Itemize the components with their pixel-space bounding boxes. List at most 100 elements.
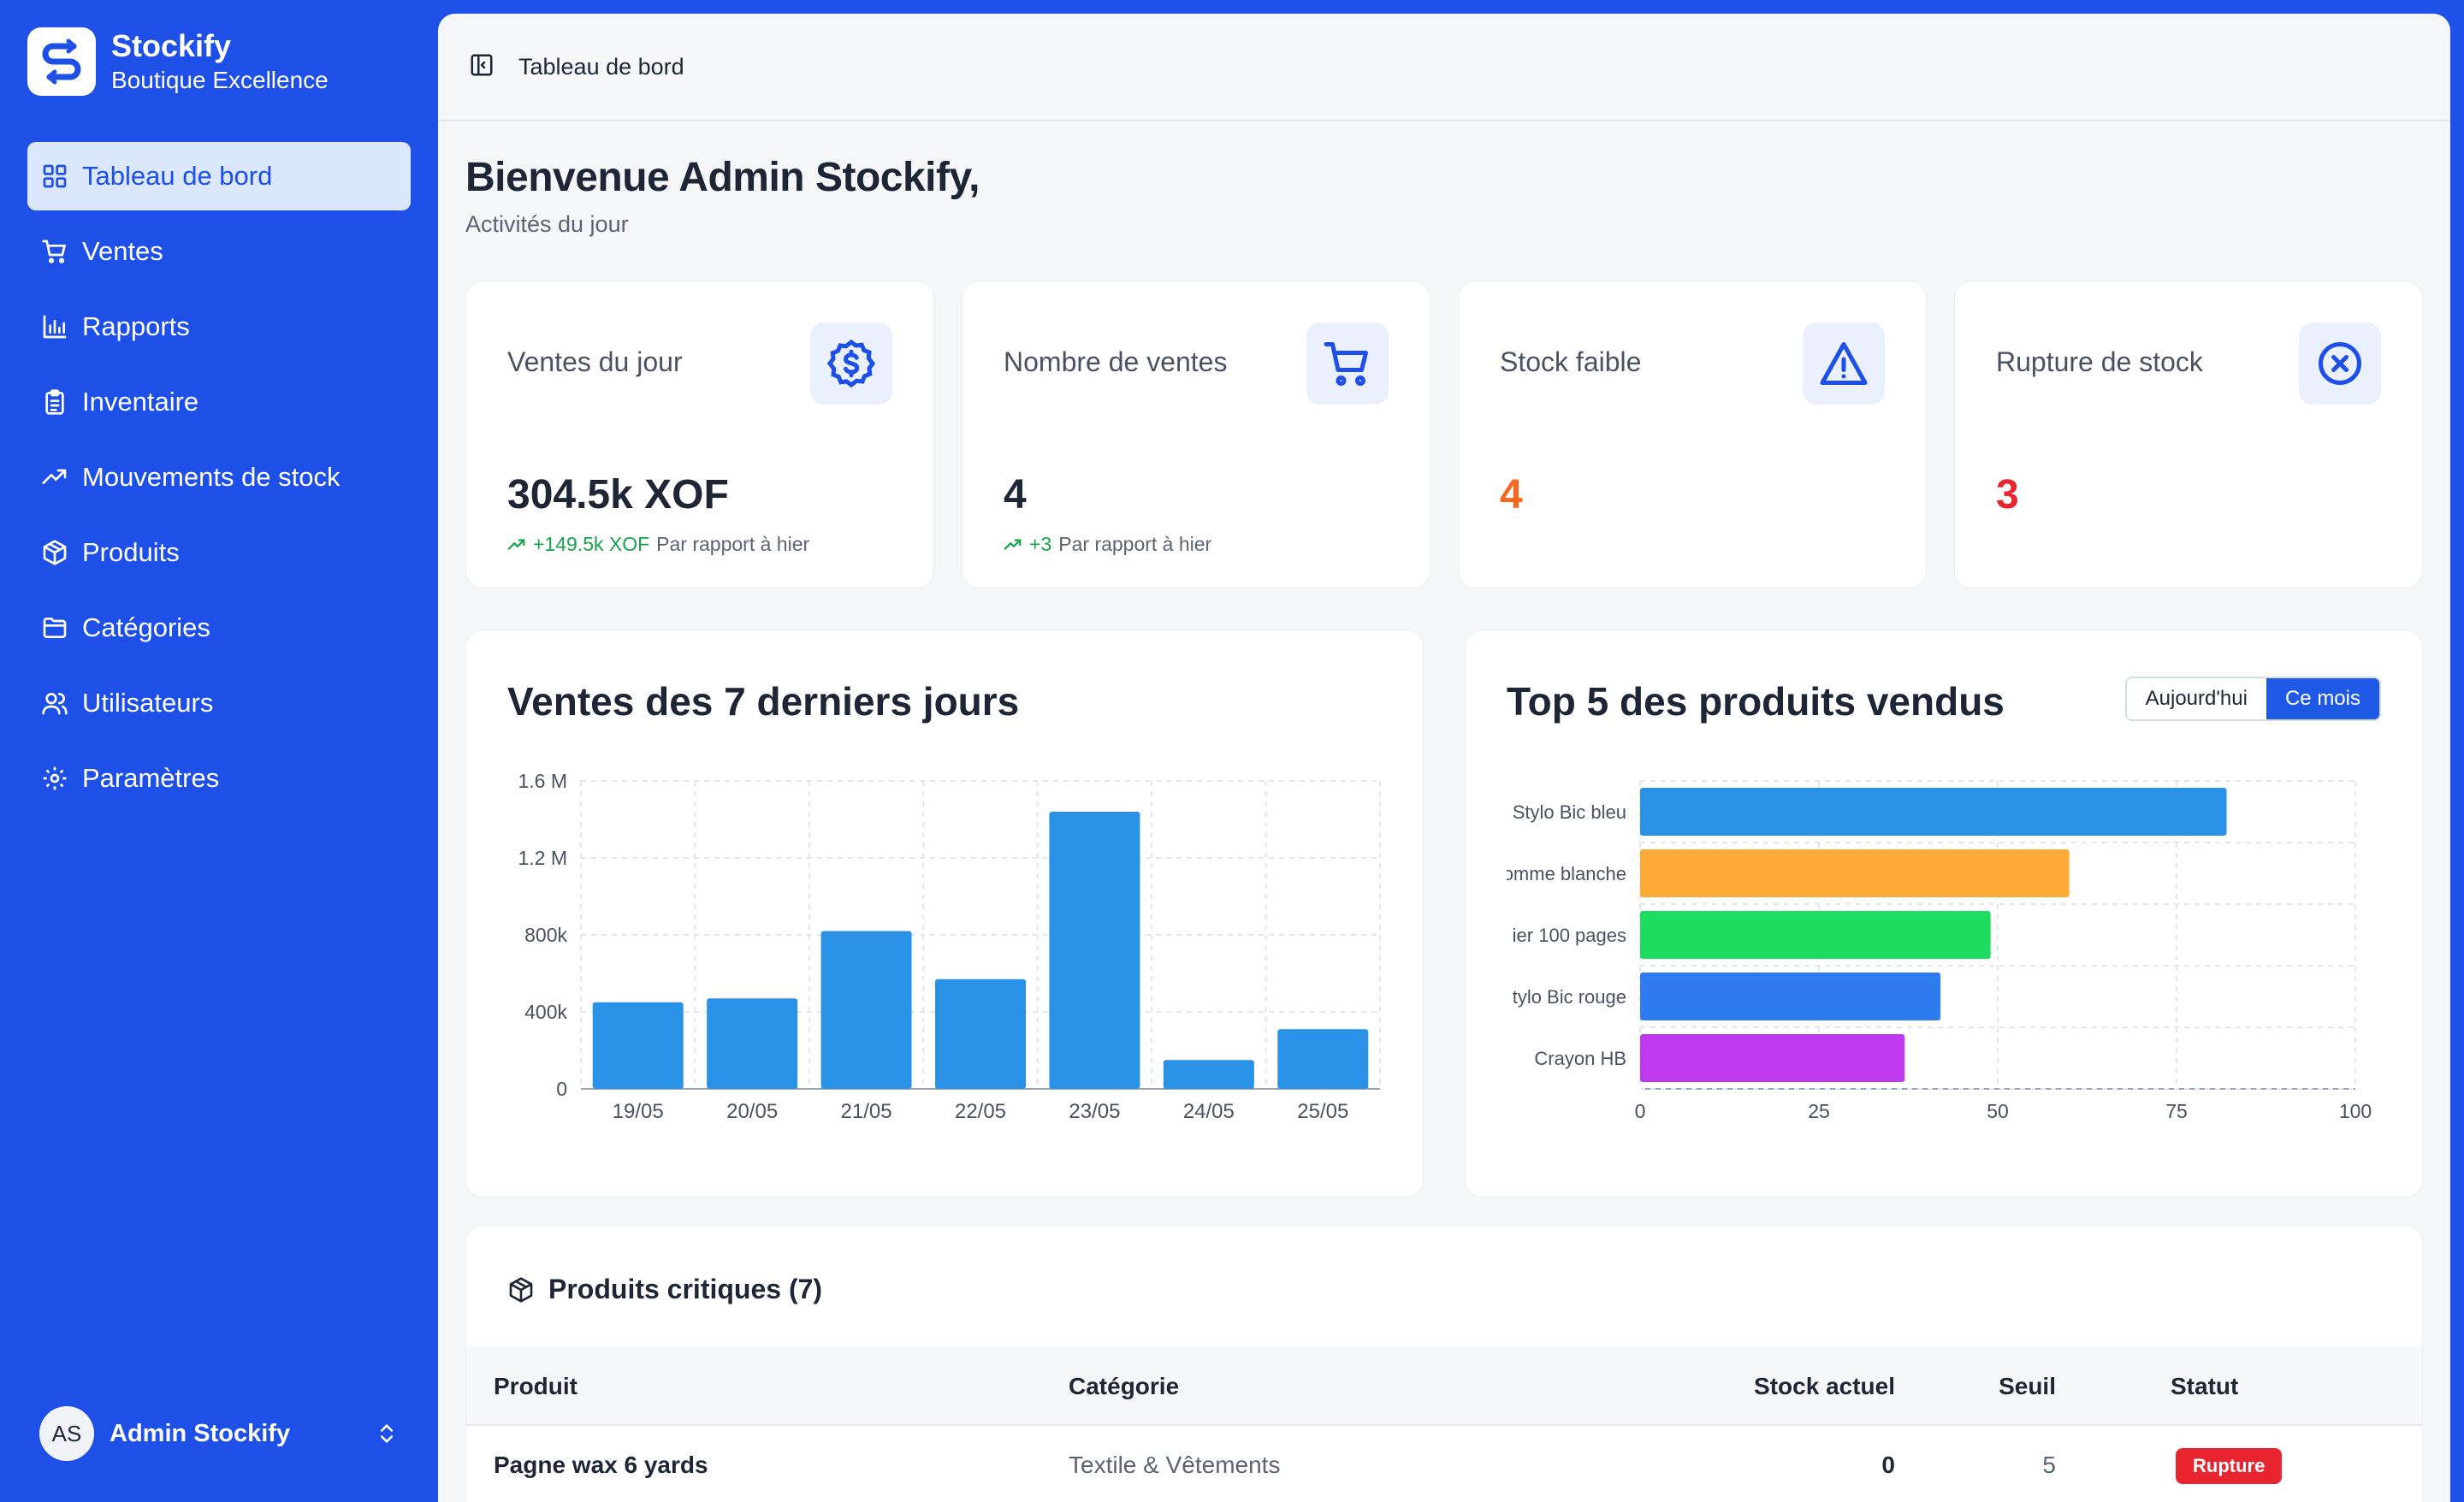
kpi-label: Nombre de ventes [1004,346,1228,377]
user-name: Admin Stockify [110,1419,291,1447]
trend-up-icon [1004,538,1022,550]
kpi-value: 304.5k XOF [507,472,729,517]
sidebar-item-label: Paramètres [82,763,220,793]
sidebar-item-inventory[interactable]: Inventaire [27,368,411,436]
kpi-trend-value: +3 [1029,533,1052,555]
top-products-title: Top 5 des produits vendus [1507,679,2005,724]
kpi-card-sales-count: Nombre de ventes 4 +3 Par rapport à hier [962,281,1430,588]
sidebar-item-label: Inventaire [82,387,199,417]
breadcrumb: Tableau de bord [518,53,684,80]
column-header-threshold[interactable]: Seuil [1999,1373,2056,1399]
bar[interactable] [1049,812,1140,1089]
kpi-trend: +149.5k XOF Par rapport à hier [507,533,809,556]
kpi-trend-text: Par rapport à hier [656,533,810,555]
cart-icon [1306,322,1389,405]
y-tick-label: tylo Bic rouge [1513,986,1626,1008]
y-tick-label: ier 100 pages [1513,925,1626,946]
dollar-icon [810,322,892,405]
status-badge: Rupture [2176,1448,2283,1484]
kpi-label: Rupture de stock [1996,346,2203,377]
critical-products-title: Produits critiques (7) [507,1274,822,1305]
kpi-value: 4 [1500,472,1523,517]
toggle-month-button[interactable]: Ce mois [2266,678,2379,719]
y-tick-label: 1.2 M [518,847,567,869]
x-tick-label: 0 [1635,1100,1646,1122]
kpi-card-daily-sales: Ventes du jour 304.5k XOF +149.5k XOF Pa… [465,281,934,588]
brand[interactable]: Stockify Boutique Excellence [27,27,329,96]
topbar: Tableau de bord [438,14,2450,121]
column-header-category[interactable]: Catégorie [1069,1373,1180,1399]
sidebar-item-reports[interactable]: Rapports [27,293,411,361]
bar[interactable] [820,931,912,1090]
x-tick-label: 75 [2165,1100,2188,1122]
kpi-trend-value: +149.5k XOF [533,533,650,555]
clipboard-icon [41,388,68,416]
sidebar-item-dashboard[interactable]: Tableau de bord [27,142,411,210]
sidebar-item-stock-movements[interactable]: Mouvements de stock [27,443,411,512]
sidebar-item-settings[interactable]: Paramètres [27,744,411,813]
bar[interactable] [1640,973,1941,1020]
sidebar-item-categories[interactable]: Catégories [27,594,411,662]
y-tick-label: omme blanche [1503,863,1626,884]
grid-icon [41,163,68,190]
sidebar-item-users[interactable]: Utilisateurs [27,669,411,737]
user-menu[interactable]: AS Admin Stockify [27,1403,411,1464]
page-title: Bienvenue Admin Stockify, [465,155,980,200]
table-header: Produit Catégorie Stock actuel Seuil Sta… [466,1347,2422,1426]
bar[interactable] [592,1002,684,1089]
bar[interactable] [1640,788,2227,836]
y-tick-label: 400k [524,1001,567,1023]
x-tick-label: 19/05 [613,1100,664,1123]
kpi-label: Stock faible [1500,346,1642,377]
sidebar-item-label: Produits [82,537,180,567]
bar[interactable] [1277,1029,1369,1089]
sidebar-item-products[interactable]: Produits [27,518,411,587]
kpi-card-low-stock: Stock faible 4 [1458,281,1927,588]
kpi-value: 4 [1004,472,1027,517]
trend-icon [41,464,68,491]
folder-icon [41,614,68,642]
kpi-row: Ventes du jour 304.5k XOF +149.5k XOF Pa… [465,281,2423,588]
kpi-label: Ventes du jour [507,346,683,377]
sidebar-item-sales[interactable]: Ventes [27,217,411,286]
avatar: AS [39,1406,94,1461]
kpi-trend: +3 Par rapport à hier [1004,533,1211,556]
bar[interactable] [1640,849,2070,897]
column-header-product[interactable]: Produit [494,1373,578,1399]
sidebar-nav: Tableau de bord Ventes Rapports Inventai… [27,142,411,819]
column-header-stock[interactable]: Stock actuel [1754,1373,1895,1399]
top-products-card: Top 5 des produits vendus Aujourd'hui Ce… [1465,630,2423,1197]
sidebar-toggle-icon[interactable] [469,52,498,81]
bar[interactable] [1163,1060,1254,1089]
bar[interactable] [707,998,798,1089]
kpi-value: 3 [1996,472,2019,517]
bar[interactable] [1640,911,1991,959]
x-tick-label: 20/05 [726,1100,778,1123]
package-icon [41,539,68,566]
y-tick-label: 0 [556,1078,567,1100]
cell-category: Textile & Vêtements [1069,1452,1281,1478]
x-tick-label: 22/05 [955,1100,1006,1123]
stockify-logo-icon [27,27,96,96]
gear-icon [41,765,68,792]
sidebar-item-label: Catégories [82,612,210,642]
sales-chart-title: Ventes des 7 derniers jours [507,679,1020,724]
toggle-today-button[interactable]: Aujourd'hui [2126,678,2266,719]
cart-icon [41,238,68,265]
sidebar-item-label: Tableau de bord [82,161,273,191]
x-tick-label: 24/05 [1183,1100,1235,1123]
cell-stock: 0 [1881,1452,1895,1478]
users-icon [41,689,68,717]
critical-products-card: Produits critiques (7) Produit Catégorie… [465,1225,2423,1502]
table-row[interactable]: Pagne wax 6 yards Textile & Vêtements 0 … [466,1426,2422,1502]
x-tick-label: 25/05 [1297,1100,1348,1123]
bar-chart-icon [41,313,68,340]
cell-product: Pagne wax 6 yards [494,1452,708,1478]
column-header-status[interactable]: Statut [2171,1373,2239,1399]
main-panel: Tableau de bord Bienvenue Admin Stockify… [438,14,2450,1502]
bar[interactable] [1640,1034,1905,1082]
kpi-trend-text: Par rapport à hier [1058,533,1212,555]
y-tick-label: Crayon HB [1534,1048,1626,1069]
sidebar: Stockify Boutique Excellence Tableau de … [0,0,438,1502]
bar[interactable] [935,979,1026,1089]
